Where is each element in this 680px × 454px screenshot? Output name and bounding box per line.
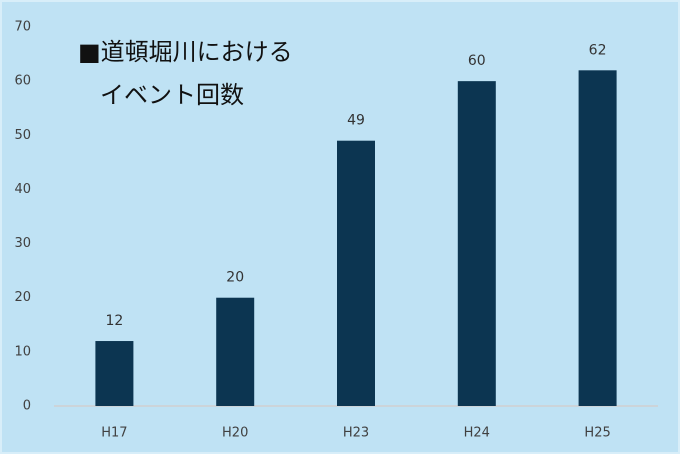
y-tick-label: 70 <box>14 20 31 35</box>
data-label: 49 <box>347 113 365 129</box>
y-tick-label: 40 <box>14 182 31 197</box>
bar <box>337 140 375 406</box>
y-tick-label: 0 <box>23 399 31 414</box>
x-tick-label: H25 <box>584 426 610 441</box>
bar <box>95 341 134 406</box>
bar <box>216 297 255 406</box>
x-tick-label: H20 <box>222 426 248 441</box>
x-tick-label: H17 <box>101 426 127 441</box>
chart-title: イベント回数 <box>100 81 244 109</box>
x-tick-label: H24 <box>464 426 490 441</box>
y-tick-label: 60 <box>14 74 31 89</box>
y-tick-label: 20 <box>14 290 31 305</box>
x-tick-label: H23 <box>343 426 369 441</box>
data-label: 60 <box>468 53 486 69</box>
y-tick-label: 10 <box>14 344 31 359</box>
data-label: 62 <box>589 42 607 58</box>
data-label: 12 <box>105 313 123 329</box>
y-tick-label: 50 <box>14 128 31 143</box>
bar <box>578 70 617 407</box>
bar <box>457 81 496 407</box>
y-tick-label: 30 <box>14 236 31 251</box>
data-label: 20 <box>226 270 244 286</box>
chart-title: ■道頓堀川における <box>78 38 293 66</box>
